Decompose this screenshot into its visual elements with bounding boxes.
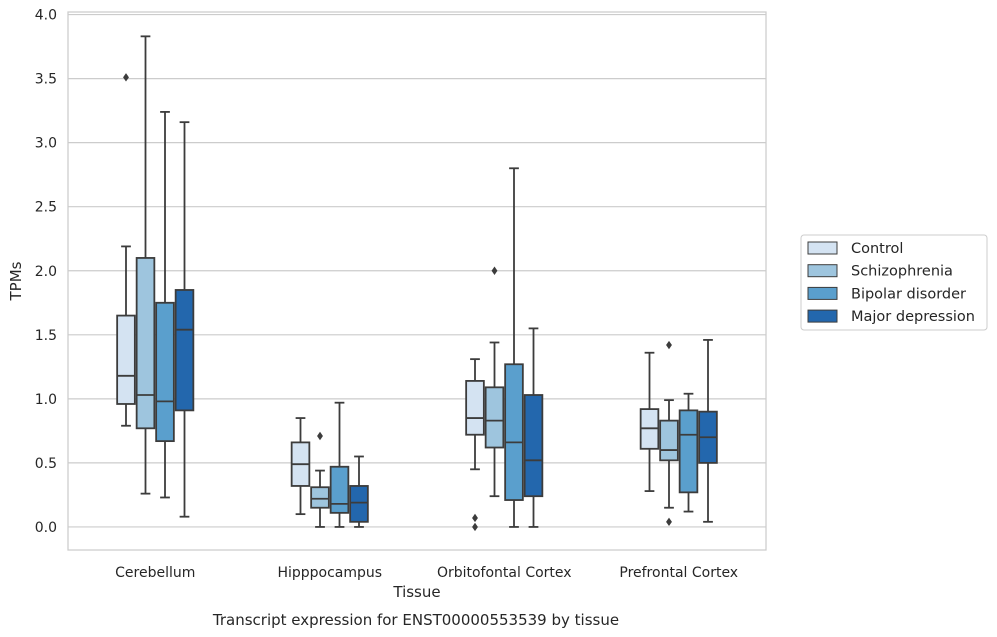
iqr-box bbox=[135, 257, 156, 430]
x-tick-label-orbitofontal-cortex: Orbitofontal Cortex bbox=[437, 565, 572, 581]
box-control-orbitofontal-cortex bbox=[465, 358, 485, 532]
box-major-depression-cerebellum bbox=[174, 121, 195, 518]
box-schizophrenia-hipppocampus bbox=[310, 431, 330, 528]
iqr-box bbox=[678, 409, 699, 494]
outlier-point bbox=[472, 513, 478, 523]
x-tick-label-cerebellum: Cerebellum bbox=[115, 565, 195, 581]
y-tick-label: 1.5 bbox=[35, 328, 57, 344]
box-bipolar-disorder-cerebellum bbox=[155, 111, 175, 499]
x-tick-label-prefrontal-cortex: Prefrontal Cortex bbox=[619, 565, 738, 581]
legend-swatch-major-depression bbox=[807, 309, 838, 323]
boxes bbox=[116, 35, 718, 532]
legend-frame bbox=[800, 234, 988, 331]
y-tick-label: 2.5 bbox=[35, 200, 57, 216]
y-tick-label: 0.5 bbox=[35, 456, 57, 472]
iqr-box bbox=[465, 380, 485, 436]
box-bipolar-disorder-orbitofontal-cortex bbox=[504, 167, 524, 528]
legend-swatch-schizophrenia bbox=[807, 264, 838, 278]
box-schizophrenia-orbitofontal-cortex bbox=[484, 266, 505, 498]
x-axis-title: Tissue bbox=[392, 583, 440, 601]
iqr-box bbox=[116, 314, 136, 405]
x-tick-labels: Cerebellum Hipppocampus Orbitofontal Corte… bbox=[115, 565, 738, 581]
outlier-point bbox=[472, 522, 478, 532]
plot-frame bbox=[67, 11, 767, 551]
box-control-cerebellum bbox=[116, 73, 136, 427]
iqr-box bbox=[310, 486, 330, 509]
box-control-prefrontal-cortex bbox=[639, 351, 660, 492]
iqr-box bbox=[523, 394, 544, 498]
outlier-point bbox=[666, 517, 672, 527]
y-tick-labels: 0.0 0.5 1.0 1.5 2.0 2.5 3.0 3.5 4.0 bbox=[35, 8, 57, 536]
y-tick-label: 3.0 bbox=[35, 136, 57, 152]
box-bipolar-disorder-prefrontal-cortex bbox=[678, 392, 699, 513]
box-schizophrenia-cerebellum bbox=[135, 35, 156, 495]
outlier-point bbox=[666, 340, 672, 350]
y-axis-title: TPMs bbox=[7, 261, 25, 301]
iqr-box bbox=[504, 363, 524, 501]
y-tick-label: 4.0 bbox=[35, 8, 57, 24]
legend-label-bipolar-disorder: Bipolar disorder bbox=[851, 286, 966, 302]
outlier-point bbox=[123, 73, 129, 82]
box-schizophrenia-prefrontal-cortex bbox=[659, 340, 679, 527]
iqr-box bbox=[349, 485, 369, 523]
y-tick-label: 0.0 bbox=[35, 520, 57, 536]
box-major-depression-hipppocampus bbox=[349, 455, 369, 528]
outlier-point bbox=[491, 266, 498, 275]
legend-label-major-depression: Major depression bbox=[851, 309, 975, 325]
box-bipolar-disorder-hipppocampus bbox=[329, 401, 350, 528]
y-tick-label: 2.0 bbox=[35, 264, 57, 280]
y-tick-label: 3.5 bbox=[35, 72, 57, 88]
iqr-box bbox=[155, 301, 175, 443]
x-tick-label-hipppocampus: Hipppocampus bbox=[277, 565, 382, 581]
chart-caption: Transcript expression for ENST0000055353… bbox=[212, 611, 619, 629]
iqr-box bbox=[484, 386, 505, 449]
outlier-point bbox=[317, 431, 323, 441]
legend-label-schizophrenia: Schizophrenia bbox=[851, 264, 953, 280]
legend-swatch-bipolar-disorder bbox=[807, 286, 838, 300]
box-control-hipppocampus bbox=[290, 417, 311, 516]
iqr-box bbox=[329, 465, 350, 514]
iqr-box bbox=[174, 289, 195, 412]
legend-swatch-control bbox=[807, 241, 838, 255]
box-major-depression-prefrontal-cortex bbox=[698, 339, 718, 523]
legend-label-control: Control bbox=[851, 241, 903, 257]
legend: Control Schizophrenia Bipolar disorder Majo… bbox=[800, 234, 988, 331]
y-tick-label: 1.0 bbox=[35, 392, 57, 408]
iqr-box bbox=[659, 419, 679, 462]
box-major-depression-orbitofontal-cortex bbox=[523, 327, 544, 528]
